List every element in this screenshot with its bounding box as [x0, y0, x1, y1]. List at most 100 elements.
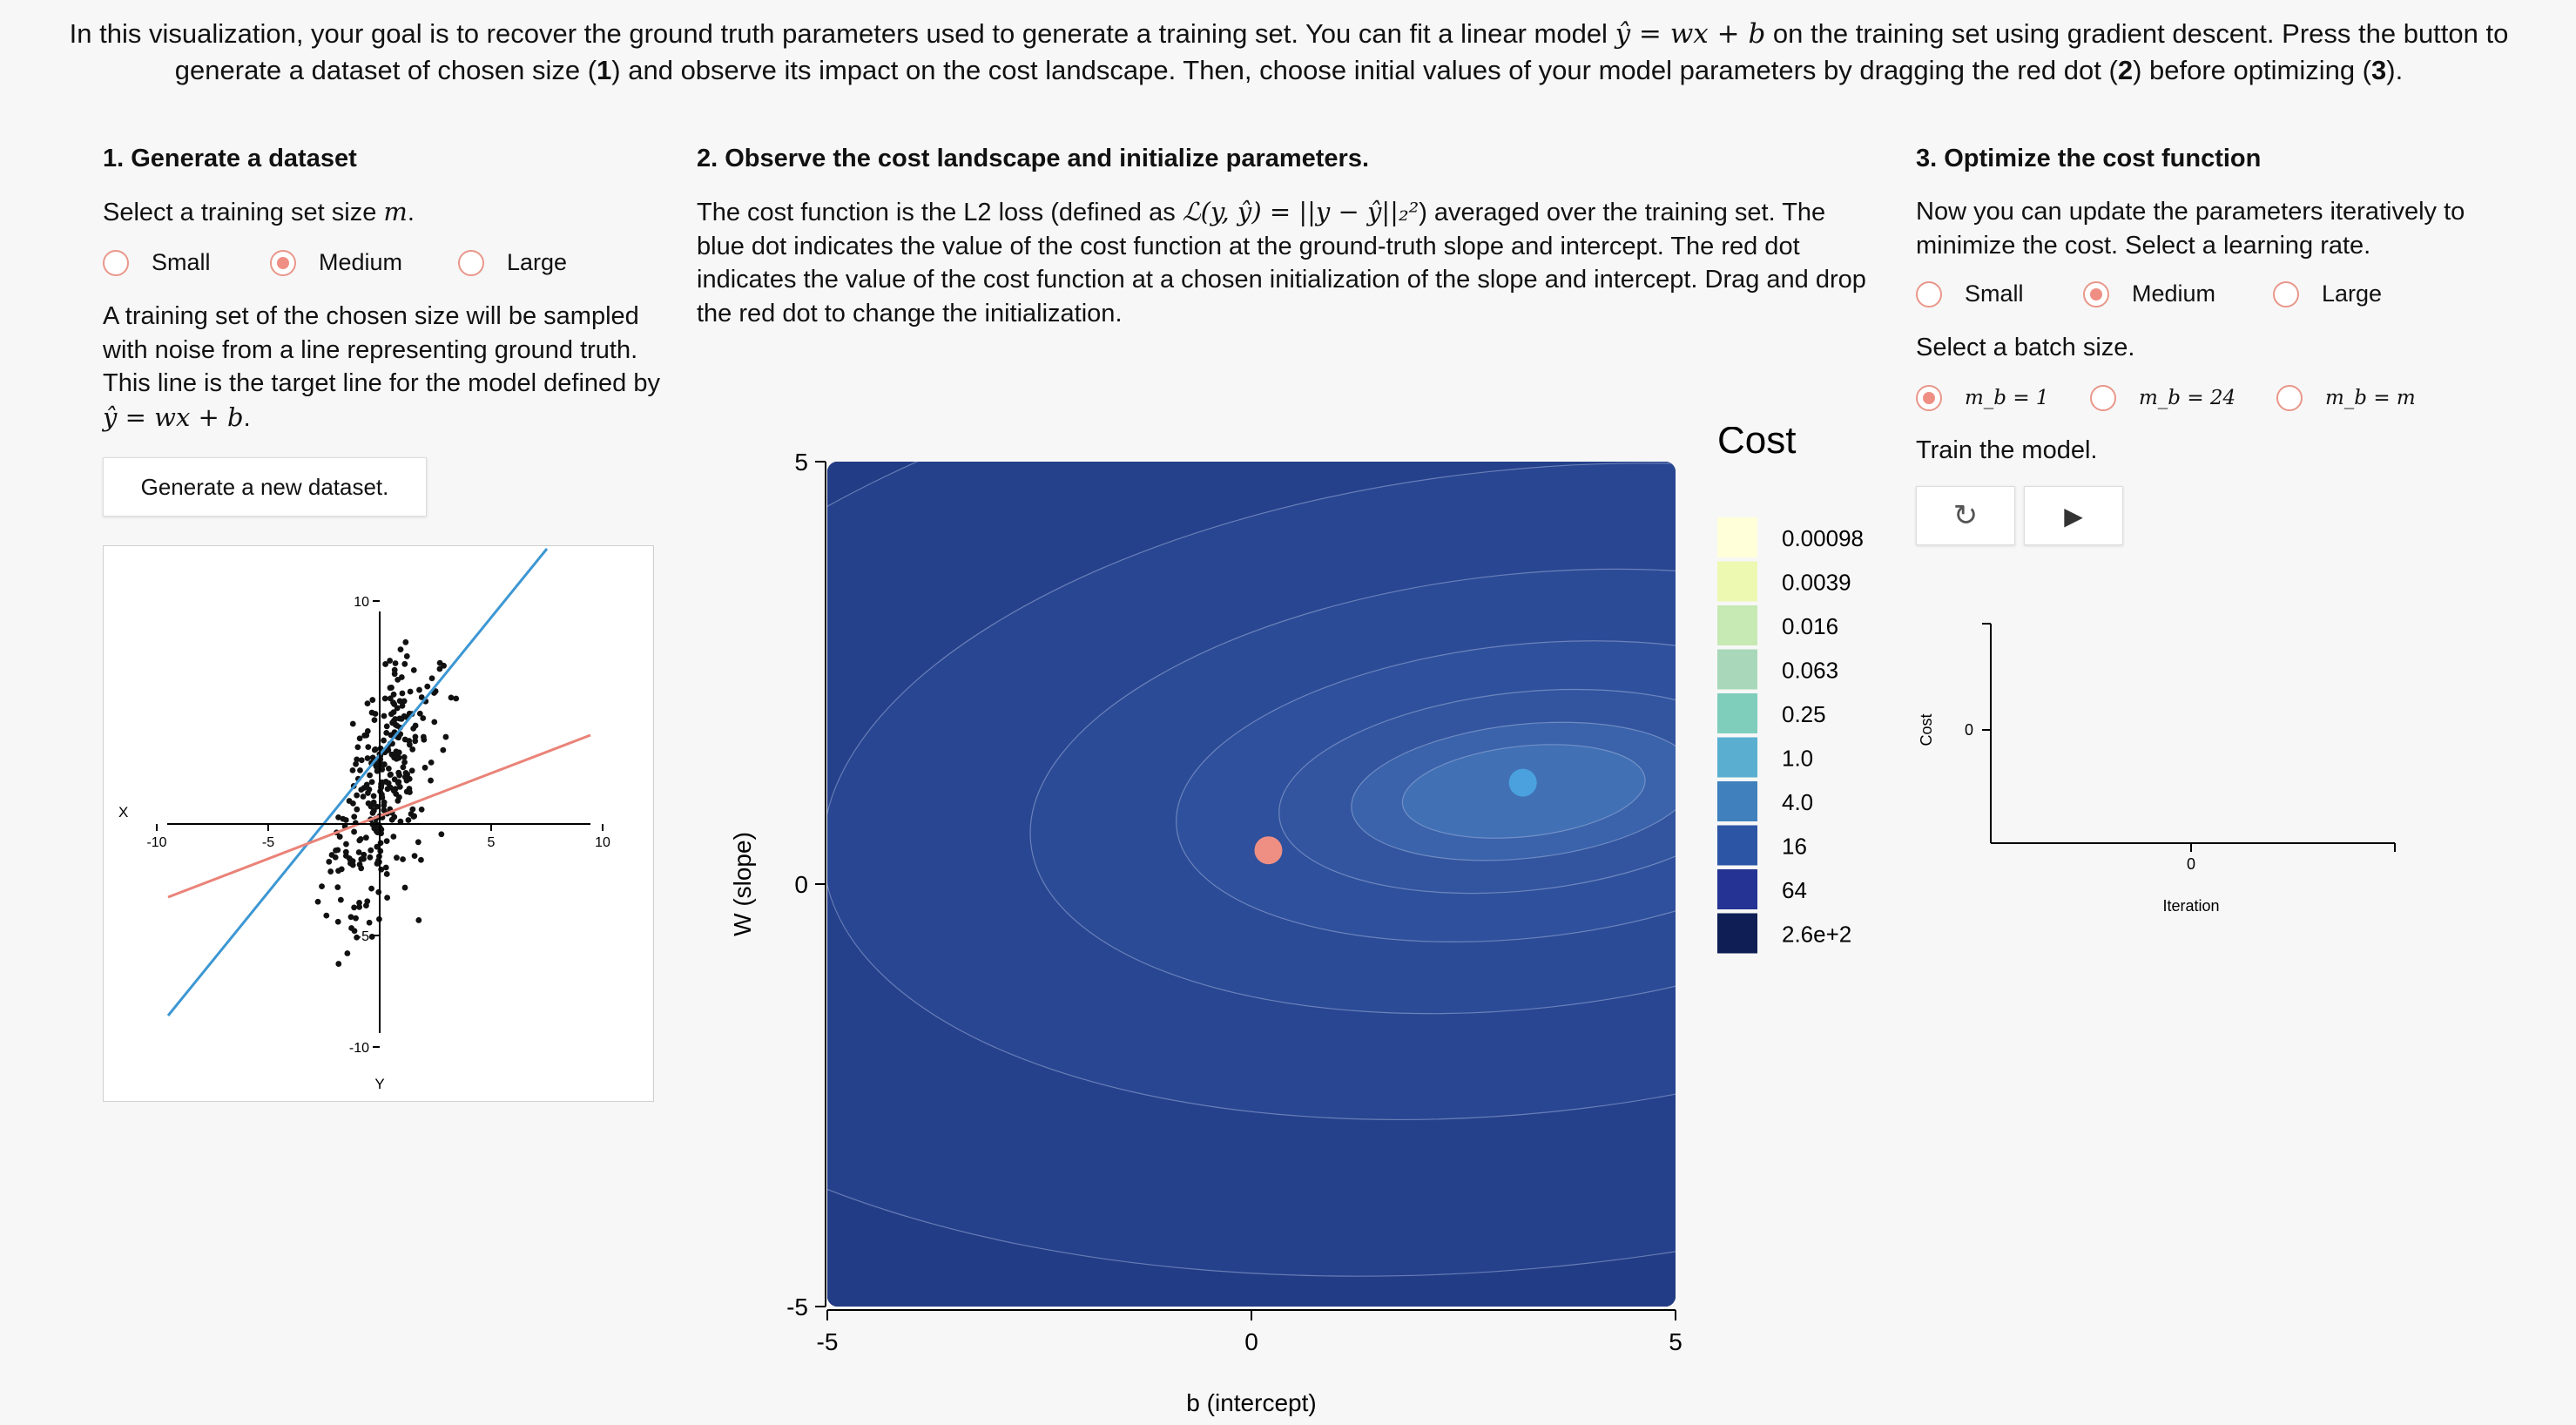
cost-landscape-chart: -5 0 5 5 0 -5 Cost 0.00098 0.0039 0.016 0.063 0.2…: [729, 427, 1864, 1416]
data-point: [436, 659, 443, 666]
data-point: [369, 697, 376, 703]
data-point: [361, 855, 367, 862]
x-tick-label: -5: [262, 835, 274, 850]
size-radio-medium[interactable]: [270, 249, 296, 276]
cost-contours: [827, 462, 1676, 1307]
data-point: [415, 917, 422, 923]
data-point: [348, 925, 354, 931]
data-point: [431, 719, 438, 726]
data-point: [381, 712, 388, 719]
x-axis-label: X: [118, 804, 128, 821]
iteration-axis-label: Iteration: [2162, 897, 2219, 915]
batch-radio-24[interactable]: [2090, 385, 2116, 411]
training-size-prompt: Select a training set size m.: [103, 197, 415, 226]
data-point: [332, 854, 339, 861]
data-point: [368, 885, 374, 892]
play-button[interactable]: ▶: [2024, 486, 2123, 545]
data-point: [394, 797, 401, 804]
legend-swatch: [1717, 605, 1757, 645]
data-point: [356, 900, 362, 906]
data-point: [403, 653, 410, 659]
data-point: [342, 817, 349, 823]
data-point: [357, 767, 363, 773]
data-point: [420, 715, 427, 721]
data-point: [392, 786, 399, 793]
data-point: [397, 646, 404, 653]
lr-option-medium[interactable]: Medium: [2083, 280, 2215, 307]
data-point: [394, 780, 401, 787]
data-point: [438, 831, 445, 838]
batch-radio-1[interactable]: [1916, 385, 1942, 411]
reset-icon: ↻: [1952, 499, 1979, 532]
data-point: [385, 765, 392, 772]
legend-swatch: [1717, 825, 1757, 866]
play-icon: ▶: [2064, 502, 2083, 530]
size-option-medium[interactable]: Medium: [270, 249, 402, 276]
data-point: [389, 719, 396, 726]
data-point: [358, 787, 365, 794]
data-point: [390, 834, 397, 840]
data-point: [374, 803, 381, 810]
batch-radio-m[interactable]: [2276, 385, 2303, 411]
legend-swatch: [1717, 649, 1757, 690]
data-point: [351, 828, 357, 835]
lr-radio-large[interactable]: [2273, 280, 2299, 307]
lr-option-large[interactable]: Large: [2273, 280, 2382, 307]
data-point: [428, 675, 435, 682]
data-point: [388, 711, 394, 718]
data-point: [424, 683, 431, 690]
lr-option-small[interactable]: Small: [1916, 280, 2024, 307]
intro-model-equation: ŷ = wx + b: [1615, 18, 1766, 50]
data-point: [336, 834, 343, 841]
data-point: [400, 764, 407, 771]
init-dot[interactable]: [1254, 836, 1283, 865]
data-point: [382, 864, 389, 871]
legend-label: 0.25: [1782, 701, 1826, 727]
data-point: [351, 814, 358, 821]
data-point: [406, 786, 413, 792]
lr-radio-medium[interactable]: [2083, 280, 2109, 307]
data-point: [397, 818, 404, 825]
data-point: [401, 712, 408, 719]
data-point: [381, 807, 388, 814]
legend-swatch: [1717, 693, 1757, 733]
legend-swatch: [1717, 913, 1757, 954]
data-point: [388, 751, 395, 758]
size-radio-small[interactable]: [103, 249, 129, 276]
batch-size-prompt: Select a batch size.: [1916, 334, 2135, 361]
reset-button[interactable]: ↻: [1916, 486, 2015, 545]
data-point: [418, 856, 424, 863]
data-point: [371, 717, 378, 724]
data-point: [390, 699, 396, 706]
legend-label: 2.6e+2: [1782, 922, 1851, 948]
size-radio-large[interactable]: [458, 249, 484, 276]
data-point: [364, 700, 371, 707]
legend-label: 0.0039: [1782, 570, 1851, 596]
size-option-large[interactable]: Large: [458, 249, 567, 276]
data-point: [387, 772, 394, 778]
optimize-description: Now you can update the parameters iterat…: [1916, 198, 2465, 260]
batch-option-m[interactable]: m_b = m: [2276, 385, 2416, 411]
data-point: [415, 839, 421, 846]
data-point: [356, 735, 363, 742]
data-point: [428, 777, 434, 784]
data-point: [369, 754, 376, 761]
data-point: [354, 744, 361, 751]
dataset-description: A training set of the chosen size will b…: [103, 302, 660, 432]
data-point: [405, 817, 412, 823]
legend-swatch: [1717, 737, 1757, 778]
data-point: [394, 705, 401, 712]
data-point: [418, 806, 425, 813]
data-point: [396, 698, 403, 705]
data-point: [374, 843, 381, 850]
generate-dataset-button[interactable]: Generate a new dataset.: [103, 457, 427, 517]
size-option-small[interactable]: Small: [103, 249, 211, 276]
data-point: [370, 793, 377, 800]
w-tick-label: 0: [794, 871, 808, 898]
batch-option-1[interactable]: m_b = 1: [1916, 385, 2049, 411]
data-point: [436, 665, 443, 672]
lr-radio-small[interactable]: [1916, 280, 1942, 307]
data-point: [399, 690, 406, 697]
batch-option-24[interactable]: m_b = 24: [2090, 385, 2235, 411]
dataset-scatter-plot: -10 -5 5 10 10 -5 -10 X Y: [103, 545, 654, 1102]
